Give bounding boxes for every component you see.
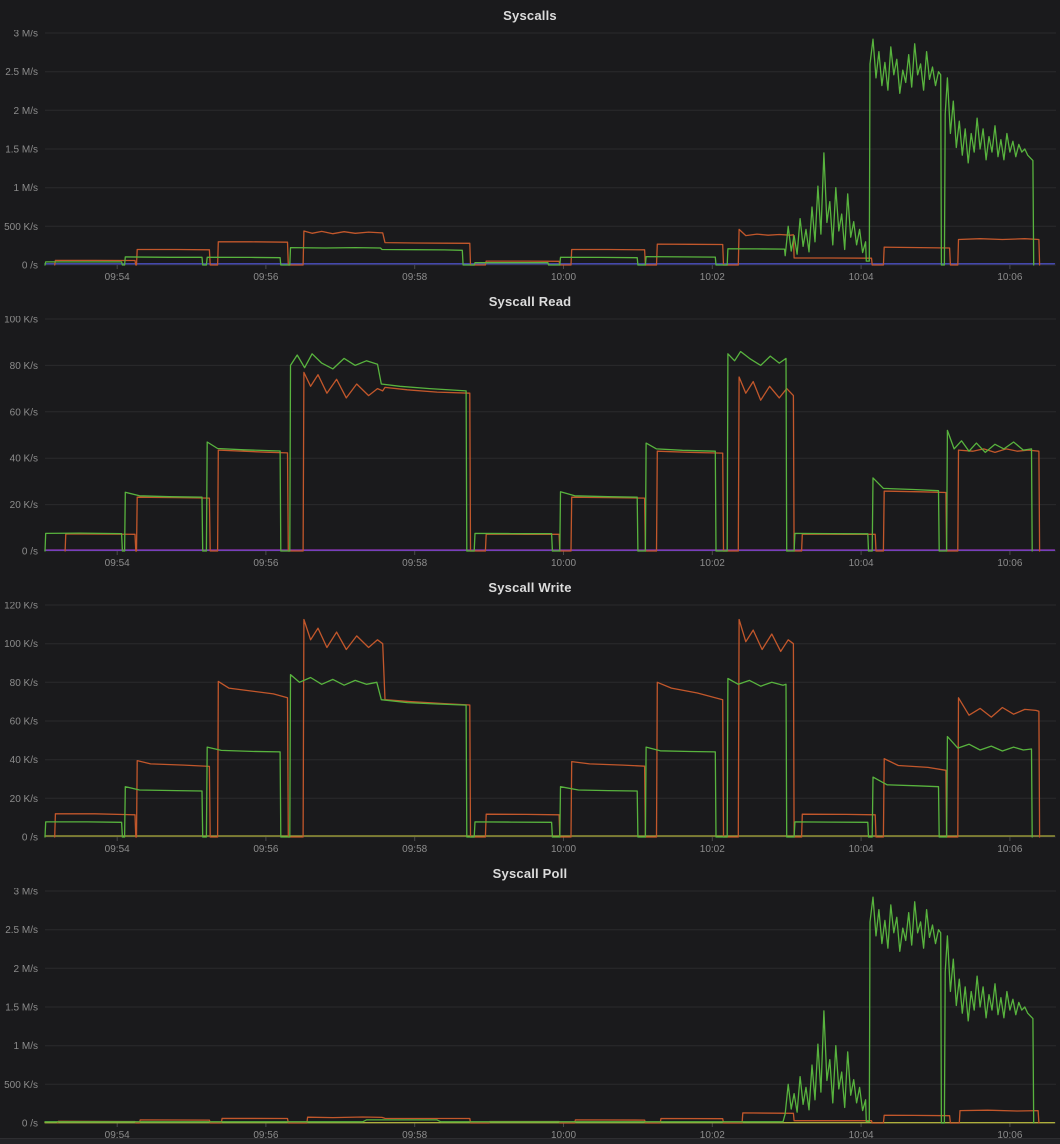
svg-text:100 K/s: 100 K/s [4, 639, 38, 650]
svg-text:1 M/s: 1 M/s [14, 1041, 38, 1052]
syscall-write-chart-plot[interactable]: 0 /s 20 K/s 40 K/s 60 K/s 80 K/s 100 K/s 120 K… [0, 602, 1060, 858]
svg-text:120 K/s: 120 K/s [4, 602, 38, 612]
svg-text:10:06: 10:06 [997, 558, 1022, 569]
svg-text:09:56: 09:56 [253, 1130, 278, 1138]
svg-text:2 M/s: 2 M/s [14, 964, 38, 975]
svg-text:3 M/s: 3 M/s [14, 30, 38, 40]
svg-text:0 /s: 0 /s [22, 547, 38, 558]
svg-text:10:00: 10:00 [551, 272, 576, 283]
svg-text:10:02: 10:02 [700, 1130, 725, 1138]
svg-text:10:02: 10:02 [700, 272, 725, 283]
svg-text:10:04: 10:04 [849, 558, 874, 569]
panel-title-syscall-read[interactable]: Syscall Read [488, 293, 572, 309]
svg-text:40 K/s: 40 K/s [10, 755, 38, 766]
svg-text:60 K/s: 60 K/s [10, 407, 38, 418]
svg-text:09:58: 09:58 [402, 1130, 427, 1138]
svg-text:09:58: 09:58 [402, 558, 427, 569]
panel-syscall-read: Syscall Read 0 /s 20 K/s 40 K/s 60 K/s 80 K/… [0, 286, 1060, 572]
svg-text:10:06: 10:06 [997, 272, 1022, 283]
svg-text:10:00: 10:00 [551, 558, 576, 569]
svg-text:09:58: 09:58 [402, 844, 427, 855]
svg-text:10:02: 10:02 [700, 844, 725, 855]
svg-text:09:54: 09:54 [105, 1130, 130, 1138]
svg-text:10:04: 10:04 [849, 844, 874, 855]
svg-text:09:56: 09:56 [253, 844, 278, 855]
svg-text:1 M/s: 1 M/s [14, 183, 38, 194]
svg-text:20 K/s: 20 K/s [10, 500, 38, 511]
panel-title-syscall-write[interactable]: Syscall Write [488, 579, 572, 595]
svg-text:09:54: 09:54 [105, 272, 130, 283]
svg-text:10:06: 10:06 [997, 844, 1022, 855]
svg-text:80 K/s: 80 K/s [10, 361, 38, 372]
svg-text:0 /s: 0 /s [22, 1119, 38, 1130]
svg-text:40 K/s: 40 K/s [10, 454, 38, 465]
svg-text:500 K/s: 500 K/s [4, 1080, 38, 1091]
svg-text:0 /s: 0 /s [22, 261, 38, 272]
svg-text:500 K/s: 500 K/s [4, 222, 38, 233]
svg-text:2.5 M/s: 2.5 M/s [5, 925, 38, 936]
svg-text:3 M/s: 3 M/s [14, 888, 38, 898]
svg-text:10:04: 10:04 [849, 272, 874, 283]
syscall-poll-chart-plot[interactable]: 0 /s 500 K/s 1 M/s 1.5 M/s 2 M/s 2.5 M/s 3 M/s… [0, 888, 1060, 1138]
syscalls-chart-plot[interactable]: 0 /s 500 K/s 1 M/s 1.5 M/s 2 M/s 2.5 M/s 3 M/s… [0, 30, 1060, 286]
svg-text:10:00: 10:00 [551, 1130, 576, 1138]
svg-text:10:00: 10:00 [551, 844, 576, 855]
svg-text:2.5 M/s: 2.5 M/s [5, 67, 38, 78]
panel-title-syscall-poll[interactable]: Syscall Poll [492, 865, 568, 881]
svg-text:09:58: 09:58 [402, 272, 427, 283]
svg-text:09:56: 09:56 [253, 558, 278, 569]
panel-syscall-write: Syscall Write 0 /s 20 K/s 40 K/s 60 K/s 80 K… [0, 572, 1060, 858]
svg-text:20 K/s: 20 K/s [10, 794, 38, 805]
svg-text:60 K/s: 60 K/s [10, 717, 38, 728]
syscall-read-chart-plot[interactable]: 0 /s 20 K/s 40 K/s 60 K/s 80 K/s 100 K/s 09:54… [0, 316, 1060, 572]
svg-text:0 /s: 0 /s [22, 833, 38, 844]
panel-title-syscalls[interactable]: Syscalls [503, 7, 557, 23]
svg-text:10:04: 10:04 [849, 1130, 874, 1138]
svg-text:09:54: 09:54 [105, 844, 130, 855]
svg-text:10:02: 10:02 [700, 558, 725, 569]
svg-text:100 K/s: 100 K/s [4, 316, 38, 326]
svg-text:80 K/s: 80 K/s [10, 678, 38, 689]
svg-text:09:54: 09:54 [105, 558, 130, 569]
svg-text:1.5 M/s: 1.5 M/s [5, 145, 38, 156]
svg-text:2 M/s: 2 M/s [14, 106, 38, 117]
panel-syscall-poll: Syscall Poll 0 /s 500 K/s 1 M/s 1.5 M/s 2 M/… [0, 858, 1060, 1138]
svg-text:1.5 M/s: 1.5 M/s [5, 1003, 38, 1014]
bottom-scroll-strip[interactable] [0, 1138, 1060, 1144]
panel-syscalls: Syscalls 0 /s 500 K/s 1 M/s 1.5 M/s 2 M/s 2.5… [0, 0, 1060, 286]
svg-text:09:56: 09:56 [253, 272, 278, 283]
svg-text:10:06: 10:06 [997, 1130, 1022, 1138]
